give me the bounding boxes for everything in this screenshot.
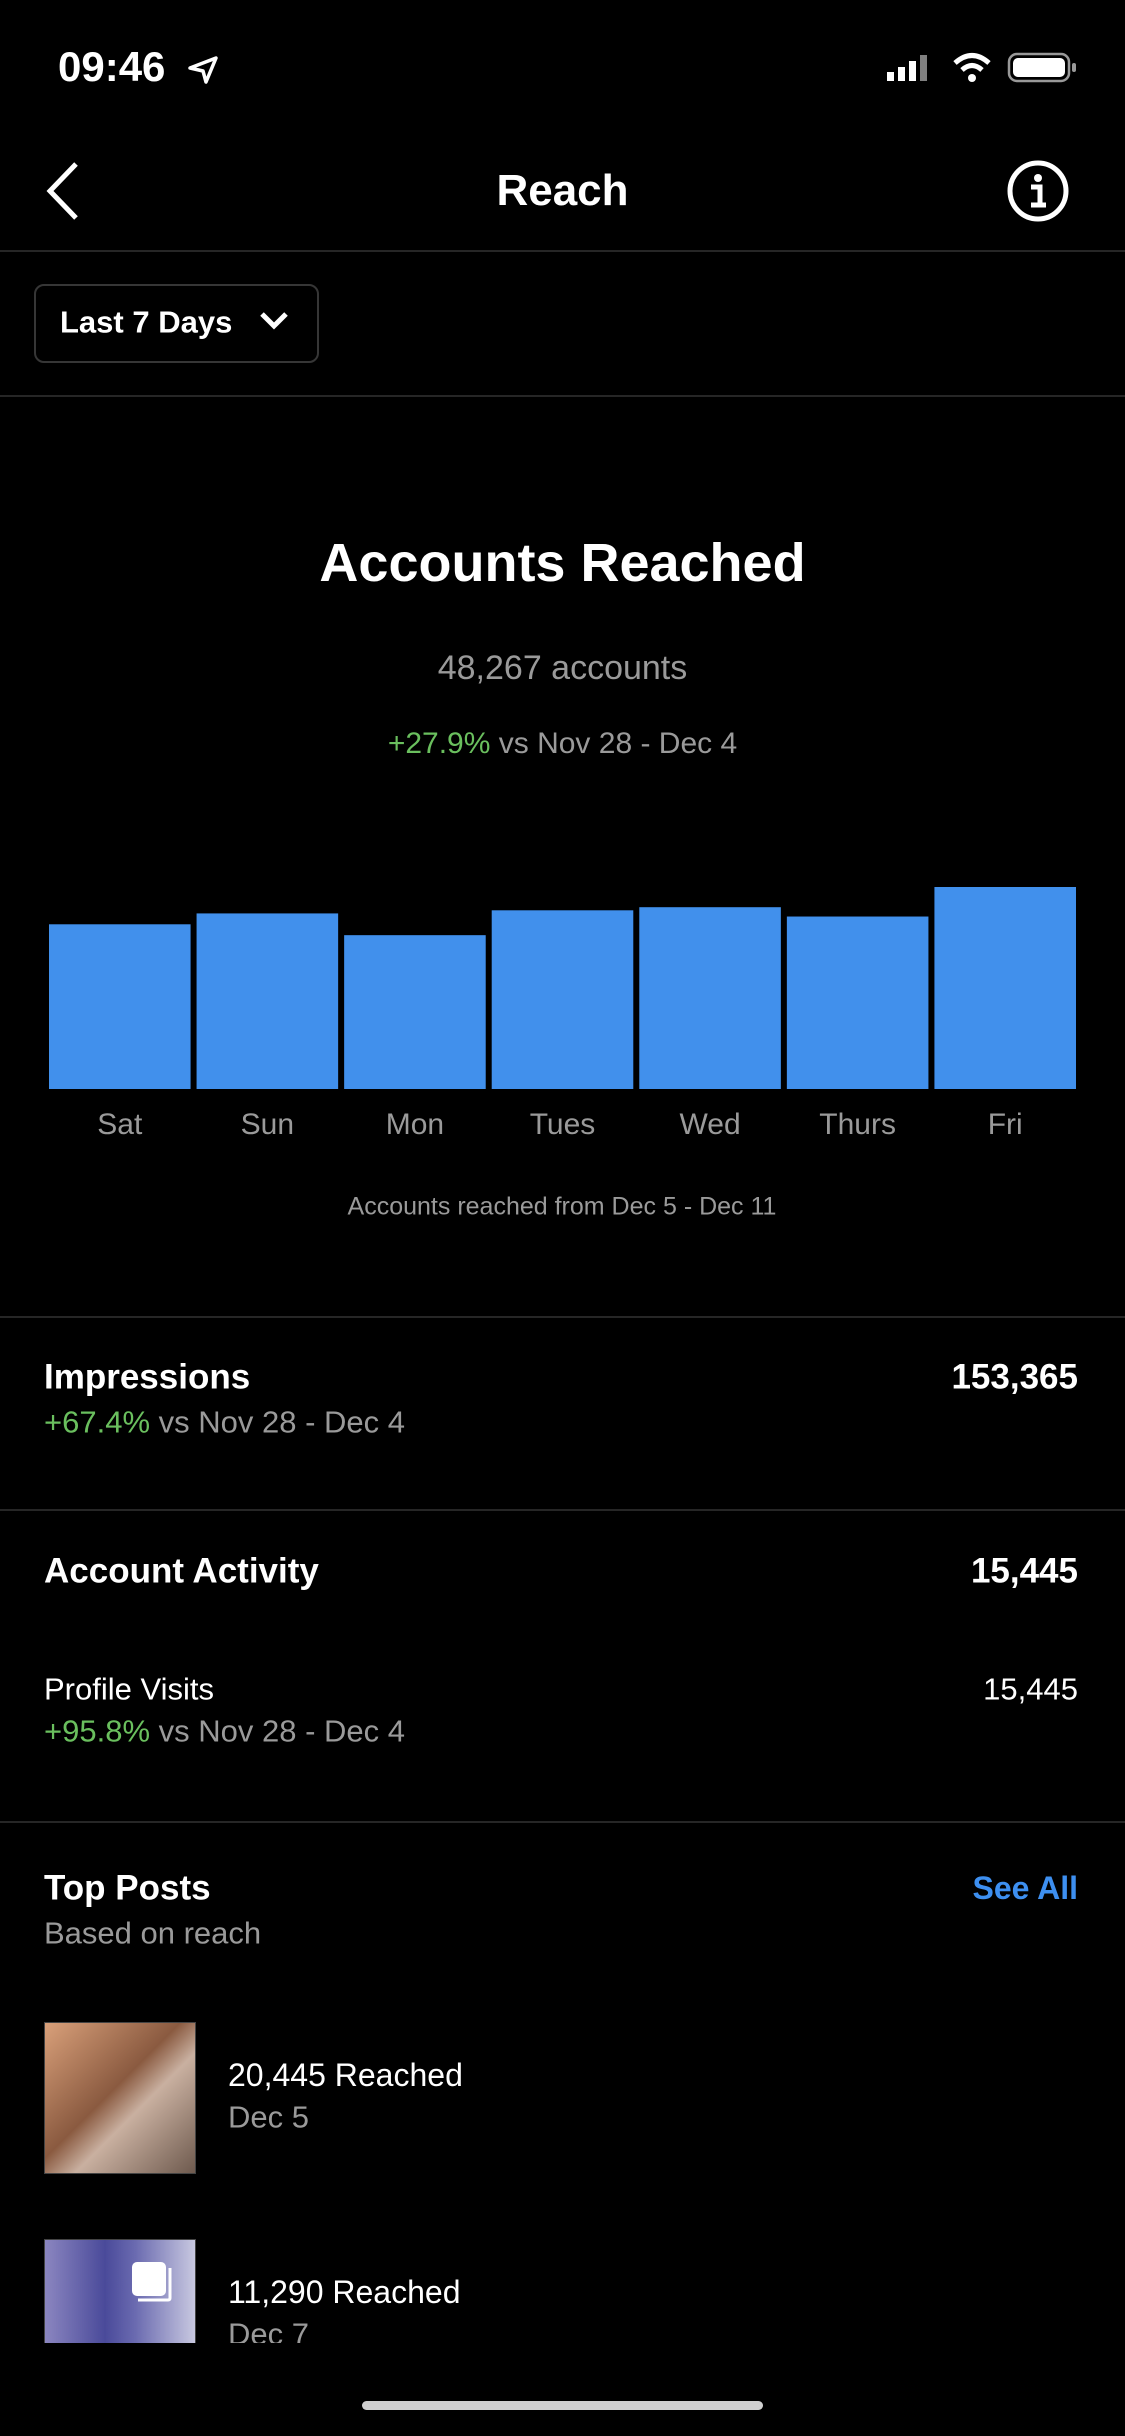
- x-tick-label: Mon: [386, 1108, 444, 1141]
- summary-value: 48,267 accounts: [437, 649, 688, 687]
- activity-value: 15,445: [970, 1551, 1078, 1591]
- profile-visits-value: 15,445: [983, 1671, 1078, 1707]
- x-tick-label: Wed: [679, 1108, 740, 1141]
- divider: [0, 1821, 1125, 1823]
- summary-change-row: +27.9% vs Nov 28 - Dec 4: [0, 729, 1125, 759]
- top-posts-title: Top Posts: [44, 1868, 211, 1908]
- change: +95.8%: [44, 1713, 151, 1749]
- top-posts-subtitle: Based on reach: [44, 1915, 262, 1951]
- summary-title: Accounts Reached: [319, 533, 806, 593]
- chart: Sat Sun Mon Tues Wed Thurs Fri Accounts reached…: [49, 887, 1076, 1221]
- header-title: Reach: [496, 166, 629, 215]
- x-tick-label: Thurs: [819, 1108, 896, 1141]
- impressions-change-row: +67.4% vs Nov 28 - Dec 4: [44, 1407, 405, 1438]
- comparison: vs Nov 28 - Dec 4: [498, 727, 738, 760]
- impressions-value: 153,365: [951, 1357, 1078, 1397]
- divider: [0, 1316, 1125, 1318]
- divider: [0, 1509, 1125, 1511]
- bar: [49, 924, 191, 1089]
- info-button[interactable]: [1006, 159, 1070, 223]
- change: +67.4%: [44, 1404, 151, 1440]
- bar: [786, 916, 929, 1089]
- location-icon: [188, 56, 218, 84]
- x-tick-label: Fri: [988, 1108, 1023, 1141]
- impressions-label: Impressions: [44, 1357, 251, 1397]
- comparison: vs Nov 28 - Dec 4: [158, 1713, 406, 1749]
- carousel-icon: [132, 2262, 172, 2302]
- filter-label: Last 7 Days: [60, 304, 233, 340]
- change: +27.9%: [387, 727, 491, 760]
- home-indicator: [362, 2401, 763, 2410]
- back-button[interactable]: [44, 160, 84, 222]
- comparison: vs Nov 28 - Dec 4: [158, 1404, 406, 1440]
- x-tick-label: Sun: [241, 1108, 294, 1141]
- activity-label: Account Activity: [44, 1551, 319, 1591]
- x-tick-label: Sat: [97, 1108, 143, 1141]
- post-reached: 20,445 Reached: [228, 2057, 463, 2093]
- chart-caption: Accounts reached from Dec 5 - Dec 11: [348, 1193, 777, 1221]
- see-all-link[interactable]: See All: [972, 1870, 1078, 1906]
- profile-visits-change-row: +95.8% vs Nov 28 - Dec 4: [44, 1716, 405, 1747]
- bar: [934, 887, 1076, 1089]
- x-tick-label: Tues: [530, 1108, 596, 1141]
- post-reached: 11,290 Reached: [228, 2274, 461, 2310]
- status-time: 09:46: [58, 43, 166, 90]
- bar: [344, 935, 486, 1089]
- bar: [491, 910, 634, 1089]
- profile-visits-label: Profile Visits: [44, 1671, 214, 1707]
- bar: [639, 907, 781, 1089]
- bar: [196, 913, 339, 1089]
- status-icons: [887, 52, 1076, 83]
- divider: [0, 395, 1125, 397]
- post-date: Dec 5: [228, 2099, 309, 2135]
- date-filter[interactable]: [34, 284, 319, 363]
- divider: [0, 250, 1125, 252]
- post-thumbnail[interactable]: [44, 2022, 196, 2174]
- chevron-down: [260, 312, 288, 330]
- post-date: Dec 7: [228, 2316, 309, 2344]
- posts-list: 20,445 Reached Dec 5 11,290 Reached Dec …: [0, 2000, 1125, 2343]
